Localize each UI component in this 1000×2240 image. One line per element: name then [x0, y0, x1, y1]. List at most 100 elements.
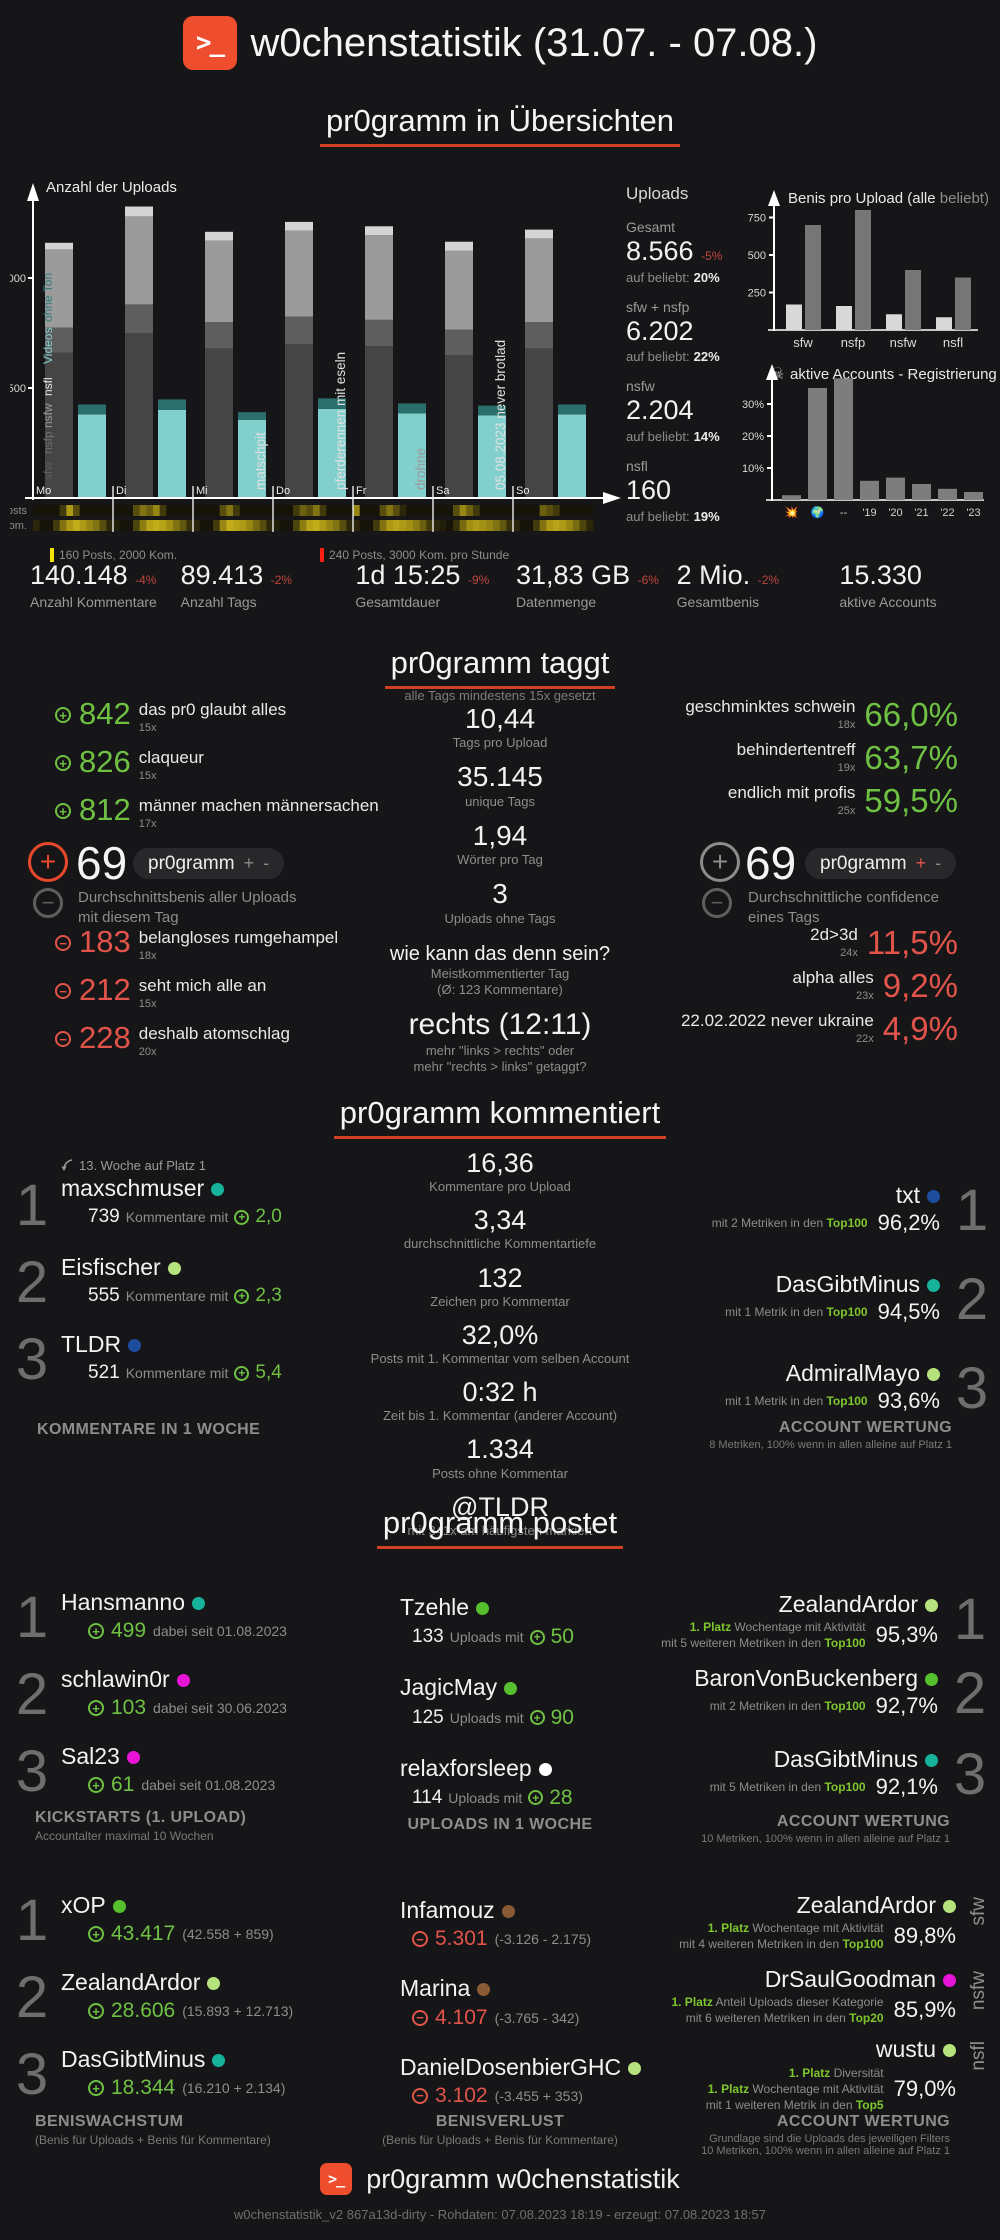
terminal-prompt-icon: >_	[195, 28, 225, 58]
section-taggt-subtitle: alle Tags mindestens 15x gesetzt	[404, 688, 596, 703]
minus-circle-icon	[702, 888, 732, 918]
wertung-b-footer: ACCOUNT WERTUNG Grundlage sind die Uploa…	[701, 2113, 950, 2158]
svg-text:sfw: sfw	[41, 462, 55, 480]
uploads-stat-gesamt: Gesamt 8.566 -5% auf beliebt: 20%	[626, 219, 723, 285]
user-mark-dot	[477, 1983, 491, 1997]
benis-chart-title: Benis pro Upload (alle beliebt)	[788, 190, 989, 207]
plus-circle-icon	[234, 1288, 250, 1304]
user-mark-dot	[538, 1762, 552, 1776]
stat-tags: 89.413 -2% Anzahl Tags	[180, 560, 293, 610]
user-mark-dot	[925, 1672, 938, 1686]
ranking-row: ZealandArdor 1. Platz Wochentage mit Akt…	[661, 1587, 987, 1652]
filter-label-nsfl: nsfl	[968, 2041, 989, 2071]
username: maxschmuser	[61, 1175, 282, 1201]
svg-text:10%: 10%	[742, 463, 764, 475]
svg-text:'23: '23	[966, 507, 980, 519]
svg-text:nsfp: nsfp	[841, 335, 866, 350]
most-mentioned-user: @TLDR mit 341x am häufigsten markiert	[407, 1491, 593, 1538]
stat: 1,94 Wörter pro Tag	[457, 819, 543, 868]
postet-beniswachstum: 1 xOP 43.417(42.558 + 859) 2 ZealandArdo…	[12, 1891, 293, 2124]
section-overview-title: pr0gramm in Übersichten	[319, 103, 681, 147]
svg-text:nsfw: nsfw	[41, 403, 55, 428]
ranking-row: wustu 1. Platz Diversität 1. Platz Woche…	[705, 2036, 989, 2113]
svg-text:20%: 20%	[742, 431, 764, 443]
username: DasGibtMinus	[725, 1271, 940, 1297]
user-mark-dot	[192, 1597, 206, 1610]
plus-circle-icon	[88, 1926, 104, 1943]
svg-text:160 Posts, 2000 Kom.: 160 Posts, 2000 Kom.	[59, 548, 177, 562]
user-mark-dot	[927, 1190, 940, 1203]
user-mark-dot	[476, 1602, 490, 1615]
tag-row: endlich mit profis 25x 59,5%	[727, 782, 958, 819]
svg-text:'20: '20	[888, 507, 902, 519]
kommentiert-right-footer: ACCOUNT WERTUNG 8 Metriken, 100% wenn in…	[709, 1419, 952, 1452]
curved-arrow-icon	[61, 1159, 73, 1171]
user-mark-dot	[943, 2044, 956, 2058]
username: DasGibtMinus	[710, 1746, 938, 1772]
user-mark-dot	[501, 1905, 515, 1918]
minus-circle-icon	[55, 983, 71, 999]
svg-text:So: So	[516, 485, 529, 497]
tag-row: behindertentreff 19x 63,7%	[736, 739, 958, 776]
username: ZealandArdor	[61, 1969, 293, 1995]
minus-circle-icon	[55, 935, 71, 951]
plus-circle-icon	[88, 2080, 104, 2097]
ranking-row: DasGibtMinus mit 5 Metriken in den Top10…	[709, 1741, 987, 1807]
plus-circle-icon	[88, 1777, 104, 1794]
minus-circle-icon	[412, 2009, 428, 2026]
username: Tzehle	[400, 1594, 574, 1620]
tag-pill: pr0gramm + -	[133, 848, 285, 879]
plus-circle-icon	[28, 842, 68, 882]
stat: 16,36 Kommentare pro Upload	[429, 1148, 571, 1195]
svg-text:Mi: Mi	[196, 485, 208, 497]
ranking-row: ZealandArdor 1. Platz Wochentage mit Akt…	[679, 1892, 989, 1952]
wertung-a-footer: ACCOUNT WERTUNG 10 Metriken, 100% wenn i…	[701, 1813, 950, 1846]
stat: 0:32 h Zeit bis 1. Kommentar (anderer Acc…	[382, 1377, 618, 1424]
pr0gramm-logo-icon: >_	[320, 2163, 353, 2195]
taggt-conf-top: geschminktes schwein 18x 66,0% behinderte…	[538, 698, 958, 827]
plus-circle-icon	[55, 707, 71, 723]
svg-text:💥: 💥	[785, 506, 799, 519]
kommentiert-mid-stats: 16,36 Kommentare pro Upload 3,34 durchschn…	[330, 1148, 670, 1549]
uploads-panel-title: Uploads	[626, 184, 689, 203]
user-mark-dot	[943, 1900, 956, 1913]
stat-gesamtdauer: 1d 15:25 -9% Gesamtdauer	[355, 560, 490, 610]
stat-datenmenge: 31,83 GB -6% Datenmenge	[516, 560, 659, 610]
terminal-prompt-icon: >_	[328, 2170, 345, 2188]
footer-title: pr0gramm w0chenstatistik	[366, 2163, 680, 2194]
user-mark-dot	[927, 1279, 940, 1293]
svg-text:Di: Di	[116, 485, 126, 497]
ranking-row: 2 ZealandArdor 28.606(15.893 + 12.713)	[12, 1969, 293, 2027]
section-postet-header: pr0gramm postet	[0, 1505, 1000, 1549]
svg-text:nsfl: nsfl	[943, 335, 963, 350]
section-taggt-header: pr0gramm taggt	[0, 645, 1000, 689]
username: txt	[712, 1182, 940, 1208]
kickstarts-footer: KICKSTARTS (1. UPLOAD) Accountalter maxi…	[35, 1809, 247, 1844]
username: Sal23	[61, 1744, 275, 1769]
svg-text:Kom.: Kom.	[10, 520, 27, 532]
user-mark-dot	[112, 1900, 126, 1913]
svg-text:--: --	[840, 507, 848, 519]
plus-circle-icon	[88, 1623, 104, 1640]
tag-row: geschminktes schwein 18x 66,0%	[685, 696, 958, 733]
svg-text:Fr: Fr	[356, 485, 367, 497]
ranking-row: 1 xOP 43.417(42.558 + 859)	[12, 1891, 293, 1949]
postet-wertung-a: ZealandArdor 1. Platz Wochentage mit Akt…	[530, 1587, 990, 1807]
taggt-conf-center: 69 pr0gramm+- Durchschnittliche confiden…	[700, 840, 990, 932]
section-postet-title: pr0gramm postet	[376, 1505, 624, 1549]
svg-text:ohne Ton: ohne Ton	[41, 273, 55, 322]
streak-annotation: 13. Woche auf Platz 1	[61, 1158, 282, 1173]
svg-text:'22: '22	[940, 507, 954, 519]
svg-text:Mo: Mo	[36, 485, 51, 497]
svg-text:drohne: drohne	[413, 448, 428, 490]
user-mark-dot	[927, 1368, 940, 1382]
svg-text:matschpit: matschpit	[253, 432, 268, 490]
svg-text:sfw: sfw	[793, 335, 813, 350]
